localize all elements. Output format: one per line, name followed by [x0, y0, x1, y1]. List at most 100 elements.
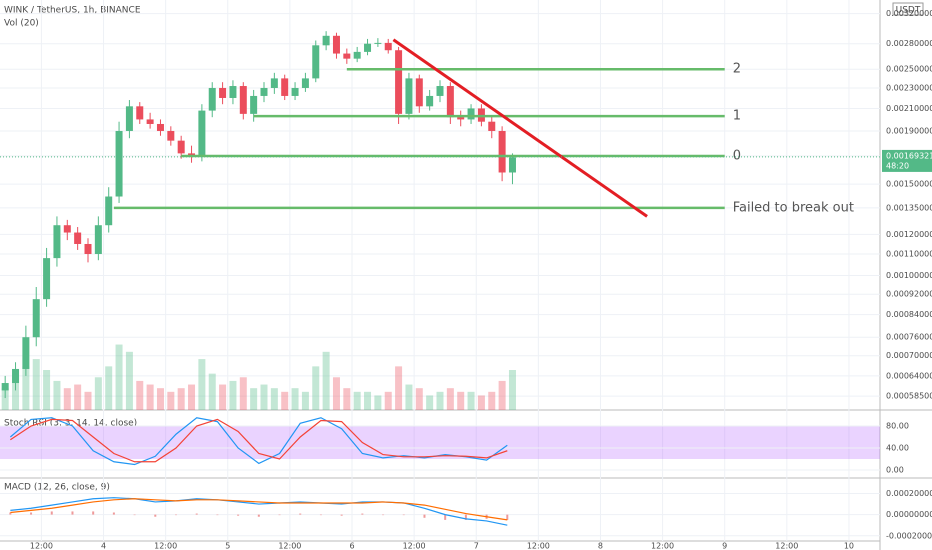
candle-body — [301, 78, 309, 88]
candle-body — [384, 42, 392, 51]
y-tick-label: 40.00 — [886, 444, 909, 453]
volume-bar — [208, 373, 216, 410]
candle-body — [322, 35, 330, 46]
y-tick-label: 0.00084000 — [886, 310, 932, 319]
candle-body — [63, 225, 71, 233]
candle-body — [12, 368, 20, 384]
y-tick-label: 0.00135000 — [886, 203, 932, 212]
volume-bar — [125, 351, 133, 410]
macd-histogram-bar — [340, 514, 343, 516]
level-label: 1 — [733, 109, 741, 124]
macd-histogram-bar — [464, 514, 467, 520]
y-tick-label: 0.00250000 — [886, 65, 932, 74]
candle-body — [208, 87, 216, 111]
x-tick-label: 12:00 — [30, 542, 53, 550]
volume-bar — [63, 388, 71, 410]
macd-histogram-bar — [444, 514, 447, 520]
candle-body — [22, 337, 30, 369]
stoch-band — [0, 426, 880, 459]
volume-bar — [301, 391, 309, 410]
candle-body — [488, 121, 496, 131]
volume-bar — [136, 380, 144, 410]
volume-bar — [415, 388, 423, 410]
volume-bar — [1, 388, 9, 410]
volume-bar — [167, 391, 175, 410]
stoch-title: Stoch RSI (3, 3, 14, 14, close) — [4, 419, 137, 429]
candle-body — [74, 232, 82, 244]
candle-body — [374, 42, 382, 44]
symbol-title: WINK / TetherUS, 1h, BINANCE — [4, 6, 141, 16]
macd-histogram-bar — [112, 512, 115, 515]
y-tick-label: 0.00150000 — [886, 180, 932, 189]
volume-bar — [426, 395, 434, 410]
x-tick-label: 12:00 — [775, 542, 798, 550]
macd-histogram-bar — [361, 513, 364, 515]
candle-body — [508, 157, 516, 173]
candle-body — [270, 78, 278, 88]
macd-histogram-bar — [506, 514, 509, 520]
volume-bar — [343, 388, 351, 410]
macd-histogram-bar — [319, 514, 322, 516]
y-tick-label: 0.00190000 — [886, 126, 932, 135]
macd-title: MACD (12, 26, close, 9) — [4, 483, 110, 493]
candle-body — [395, 50, 403, 114]
y-tick-label: 0.00280000 — [886, 39, 932, 48]
stoch-line — [9, 417, 508, 466]
macd-histogram-bar — [195, 513, 198, 515]
volume-bar — [374, 395, 382, 410]
volume-bar — [260, 384, 268, 410]
volume-bar — [405, 384, 413, 410]
trendline — [392, 38, 648, 218]
y-tick-label: 0.00100000 — [886, 271, 932, 280]
y-tick-label: 80.00 — [886, 422, 909, 431]
level-label: 2 — [733, 62, 741, 77]
candle-body — [219, 87, 227, 98]
volume-bar — [198, 359, 206, 410]
volume-bar — [53, 380, 61, 410]
candle-body — [291, 87, 299, 96]
currency: USDT — [896, 6, 921, 16]
volume-bar — [188, 384, 196, 410]
volume-bar — [291, 388, 299, 410]
x-tick-label: 7 — [474, 542, 479, 550]
volume-bar — [384, 391, 392, 410]
macd-histogram-bar — [237, 514, 240, 516]
currency-box — [892, 2, 924, 16]
candle-body — [84, 243, 92, 254]
volume-bar — [477, 395, 485, 410]
candle-body — [467, 108, 475, 120]
volume-bar — [22, 366, 30, 410]
candle-body — [105, 196, 113, 226]
y-tick-label: 0.00020000 — [886, 489, 932, 498]
macd-histogram-bar — [71, 511, 74, 515]
volume-bar — [281, 391, 289, 410]
macd-histogram-bar — [133, 514, 136, 516]
volume-bar — [84, 391, 92, 410]
volume-bar — [105, 366, 113, 410]
candle-body — [53, 225, 61, 259]
level-label: 0 — [733, 149, 741, 164]
candle-body — [426, 95, 434, 107]
volume-bar — [94, 377, 102, 410]
volume-bar — [322, 351, 330, 410]
macd-histogram-bar — [30, 512, 33, 515]
y-tick-label: -0.00020000 — [886, 531, 932, 540]
volume-bar — [457, 391, 465, 410]
candle-body — [457, 117, 465, 120]
candle-body — [156, 123, 164, 131]
volume-bar — [43, 370, 51, 410]
candle-body — [32, 299, 40, 338]
candle-body — [343, 53, 351, 59]
volume-bar — [364, 391, 372, 410]
macd-histogram-bar — [402, 514, 405, 516]
candle-body — [239, 86, 247, 114]
last-price-label: 0.00169321 — [886, 151, 932, 160]
candle-body — [167, 130, 175, 141]
countdown: 48:20 — [886, 161, 909, 170]
candle-body — [250, 95, 258, 114]
volume-bar — [146, 384, 154, 410]
candle-body — [364, 43, 372, 52]
y-tick-label: 0.00210000 — [886, 104, 932, 113]
y-tick-label: 0.00230000 — [886, 83, 932, 92]
